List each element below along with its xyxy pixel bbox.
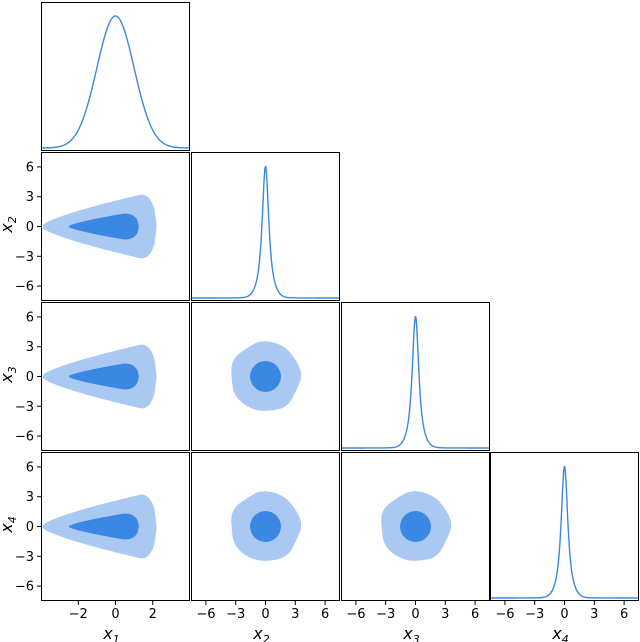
panel-frame-r1-c1 [41, 2, 190, 151]
y-tick-label: −6 [15, 580, 34, 595]
x-tick-label: −3 [525, 607, 544, 622]
panel-frame-r4-c2 [191, 452, 340, 601]
y-tick-label: 0 [26, 220, 34, 235]
x-tick-label: 6 [620, 607, 628, 622]
x-tick-label: 0 [411, 607, 419, 622]
x-axis-subscript: 1 [113, 633, 120, 642]
contour-panel-x4-vs-x3 [381, 491, 452, 561]
panel-frame-r4-c3 [341, 452, 490, 601]
x-tick-label: 0 [261, 607, 269, 622]
marginal-curve-x3 [341, 315, 490, 449]
y-tick-label: 6 [26, 310, 34, 325]
y-tick-label: 3 [26, 190, 34, 205]
panel-frame-r3-c2 [191, 302, 340, 451]
x-tick-label: −6 [495, 607, 514, 622]
y-tick-label: 3 [26, 340, 34, 355]
panel-frame-r3-c1 [41, 302, 190, 451]
x-tick-label: −6 [196, 607, 215, 622]
y-tick-label: −3 [15, 250, 34, 265]
x-axis-label-x2: x2 [252, 624, 269, 642]
contour-panel-x4-vs-x1 [42, 494, 157, 559]
panel-frame-r3-c3 [341, 302, 490, 451]
y-axis-subscript: 3 [6, 366, 19, 373]
x-tick-label: −2 [69, 607, 88, 622]
y-tick-label: −6 [15, 280, 34, 295]
x-tick-label: −3 [226, 607, 245, 622]
x-tick-label: 3 [590, 607, 598, 622]
y-tick-label: 3 [26, 490, 34, 505]
contour-68 [68, 513, 139, 540]
x-tick-label: 3 [441, 607, 449, 622]
x-axis-label-x4: x4 [551, 624, 568, 642]
contour-panel-x4-vs-x2 [231, 491, 302, 561]
x-tick-label: −3 [376, 607, 395, 622]
contour-panel-x3-vs-x1 [42, 344, 157, 409]
x-tick-label: 6 [321, 607, 329, 622]
contour-68 [250, 361, 281, 392]
y-tick-label: −6 [15, 430, 34, 445]
contour-68 [250, 511, 281, 542]
marginal-curve-x4 [490, 465, 639, 599]
y-axis-subscript: 4 [6, 516, 19, 523]
contour-68 [68, 213, 139, 240]
x-tick-label: 6 [471, 607, 479, 622]
contour-68 [68, 363, 139, 390]
x-tick-label: 0 [111, 607, 119, 622]
y-axis-label-x2: x2 [0, 216, 19, 233]
x-axis-subscript: 4 [562, 633, 569, 642]
contour-panel-x2-vs-x1 [42, 194, 157, 259]
x-axis-label-x1: x1 [102, 624, 119, 642]
x-tick-label: 3 [291, 607, 299, 622]
panel-frame-r4-c1 [41, 452, 190, 601]
x-axis-subscript: 3 [413, 633, 420, 642]
contour-68 [400, 511, 431, 542]
y-axis-subscript: 2 [6, 216, 19, 223]
marginal-curve-x2 [191, 165, 340, 299]
marginal-curve-x1 [40, 15, 191, 149]
y-tick-label: 6 [26, 160, 34, 175]
panel-frame-r2-c1 [41, 152, 190, 301]
x-tick-label: −6 [346, 607, 365, 622]
y-tick-label: 0 [26, 520, 34, 535]
x-axis-label-x3: x3 [402, 624, 419, 642]
x-tick-label: 0 [560, 607, 568, 622]
x-axis-subscript: 2 [263, 633, 270, 642]
y-tick-label: −3 [15, 400, 34, 415]
contour-panel-x3-vs-x2 [231, 341, 302, 411]
y-axis-label-x4: x4 [0, 516, 19, 533]
panel-frame-r4-c4 [490, 452, 639, 601]
x-tick-label: 2 [149, 607, 157, 622]
y-tick-label: −3 [15, 550, 34, 565]
y-tick-label: 0 [26, 370, 34, 385]
y-axis-label-x3: x3 [0, 366, 19, 383]
panel-frame-r2-c2 [191, 152, 340, 301]
y-tick-label: 6 [26, 460, 34, 475]
